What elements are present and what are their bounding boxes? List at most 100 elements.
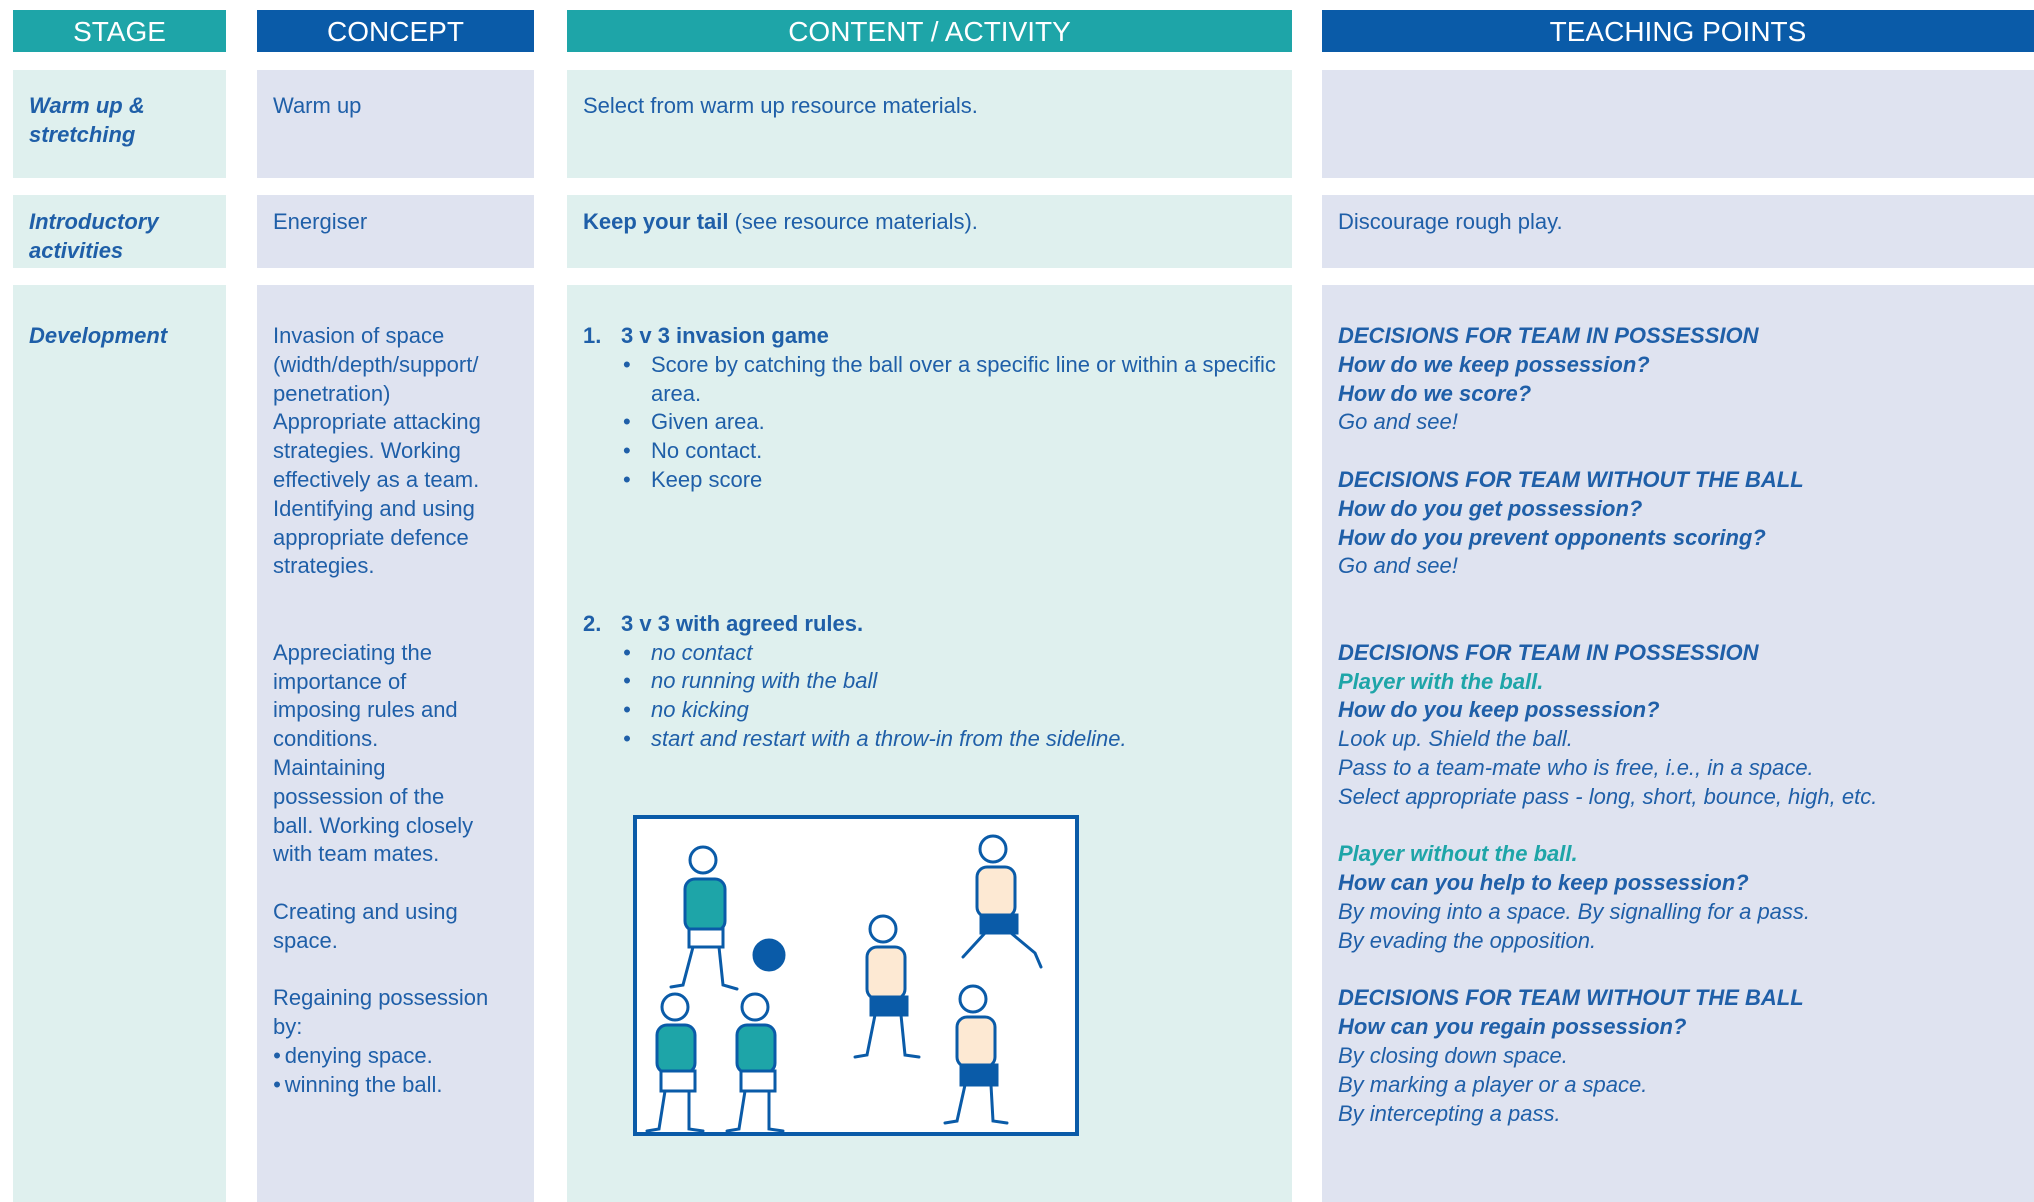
teaching-line: How do you get possession? [1338,495,1643,521]
stage: Warm up & stretching [29,93,145,147]
concept-line: with team mates. [273,841,440,867]
concept-cell: Warm up [257,70,534,178]
teaching-line: How do you keep possession? [1338,697,1660,723]
stage-cell: Introductory activities [13,195,226,268]
content-line: Select from warm up resource materials. [583,92,1280,121]
content-bold: Keep your tail [583,209,729,234]
activity-item: no running with the ball [623,667,1280,696]
teaching-line: How do you prevent opponents scoring? [1338,524,1766,550]
teaching-group: Player without the ball. How can you help… [1338,840,2022,955]
activity-number: 1. [583,323,602,348]
illustration [633,815,1079,1136]
concept-line: strategies. [273,553,375,579]
concept-block: Warm up [273,92,522,121]
activity-item: Given area. [623,408,1280,437]
activity-item: no kicking [623,696,1280,725]
concept-line: Warm up [273,93,362,118]
teaching-line: DECISIONS FOR TEAM IN POSSESSION [1338,639,1759,665]
teaching-line: How do we keep possession? [1338,351,1650,377]
teaching-line: Discourage rough play. [1338,209,1563,234]
teaching-line: Go and see! [1338,409,1458,435]
teaching-line: By closing down space. [1338,1042,1568,1068]
teaching-group: DECISIONS FOR TEAM WITHOUT THE BALL How c… [1338,984,2022,1128]
concept-line: (width/depth/support/ [273,351,479,377]
content-cell: Select from warm up resource materials. [567,70,1292,178]
teaching-line: Select appropriate pass - long, short, b… [1338,783,1878,809]
teaching-line: DECISIONS FOR TEAM WITHOUT THE BALL [1338,466,1804,492]
teaching-line: How can you regain possession? [1338,1014,1687,1040]
concept-line: Appropriate attacking [273,409,481,435]
concept-cell: Invasion of space (width/depth/support/pe… [257,285,534,1202]
concept-line: appropriate defence [273,524,469,550]
stage-cell: Development [13,285,226,1202]
concept-line: effectively as a team. [273,466,480,492]
stage: Introductory activities [29,209,159,263]
activity: 2. 3 v 3 with agreed rules. no contactno r… [583,610,1280,754]
teaching-group: DECISIONS FOR TEAM IN POSSESSION How do w… [1338,322,2022,437]
activity-item: no contact [623,639,1280,668]
teaching-line: By moving into a space. By signalling fo… [1338,898,1811,924]
concept-line: strategies. Working [273,438,461,464]
activity-title: 1. 3 v 3 invasion game [583,322,1280,351]
concept-block: Appreciating the importance of imposing ru… [273,639,522,869]
teaching-line: By marking a player or a space. [1338,1071,1648,1097]
teaching-line: Pass to a team-mate who is free, i.e., i… [1338,754,1814,780]
concept-cell: Energiser [257,195,534,268]
content-text: (see resource materials). [734,209,978,234]
concept-line: by: [273,1014,303,1040]
header-stage: STAGE [13,10,226,52]
activity-item: No contact. [623,437,1280,466]
player [645,992,705,1133]
activity-items: no contactno running with the ballno kic… [583,639,1280,754]
player [961,834,1043,969]
player [725,992,785,1133]
activity-name: 3 v 3 with agreed rules. [621,610,864,636]
activity-title: 2. 3 v 3 with agreed rules. [583,610,1280,639]
content-cell: Keep your tail (see resource materials). [567,195,1292,268]
concept-line: Creating and using [273,898,458,924]
activity: 1. 3 v 3 invasion game Score by catching t… [583,322,1280,495]
concept-block: Invasion of space (width/depth/support/pe… [273,322,522,581]
content-line: Keep your tail (see resource materials). [583,208,1280,237]
concept-line: importance of [273,668,407,694]
player [943,984,1009,1125]
concept-line: space. [273,927,338,953]
concept-block: Energiser [273,208,522,237]
activity-name: 3 v 3 invasion game [621,323,829,348]
concept-line: Maintaining [273,754,386,780]
concept-line: possession of the [273,783,445,809]
header-concept: CONCEPT [257,10,534,52]
concept-bullet: winning the ball. [273,1071,522,1100]
content-text: Select from warm up resource materials. [583,93,978,118]
concept-bullet: denying space. [273,1042,522,1071]
concept-line: Energiser [273,209,368,234]
stage-cell: Warm up & stretching [13,70,226,178]
teaching-group: DECISIONS FOR TEAM IN POSSESSION Player w… [1338,639,2022,812]
teaching-line: By evading the opposition. [1338,927,1597,953]
concept-line: Regaining possession [273,985,489,1011]
activity-item: Keep score [623,466,1280,495]
concept-line: ball. Working closely [273,812,474,838]
content-cell: 1. 3 v 3 invasion game Score by catching t… [567,285,1292,1202]
teaching-cell: Discourage rough play. [1322,195,2034,268]
concept-line: Identifying and using [273,495,475,521]
teaching-line: Go and see! [1338,553,1458,579]
activity-number: 2. [583,610,602,636]
player [853,914,921,1059]
activity-items: Score by catching the ball over a specif… [583,351,1280,495]
concept-block: Creating and using space. [273,898,522,956]
concept-line: Appreciating the [273,639,432,665]
concept-block: Regaining possession by:denying space.win… [273,984,522,1099]
concept-line: imposing rules and [273,697,458,723]
players [645,834,1043,1133]
teaching-line: DECISIONS FOR TEAM WITHOUT THE BALL [1338,985,1804,1011]
header-content: CONTENT / ACTIVITY [567,10,1292,52]
teaching-group: DECISIONS FOR TEAM WITHOUT THE BALL How d… [1338,466,2022,581]
activity-item: start and restart with a throw-in from t… [623,725,1280,754]
header-teaching-points: TEACHING POINTS [1322,10,2034,52]
concept-line: penetration) [273,380,391,406]
teaching-cell: DECISIONS FOR TEAM IN POSSESSION How do w… [1322,285,2034,1202]
teaching-line: By intercepting a pass. [1338,1100,1561,1126]
teaching-line: How can you help to keep possession? [1338,870,1749,896]
